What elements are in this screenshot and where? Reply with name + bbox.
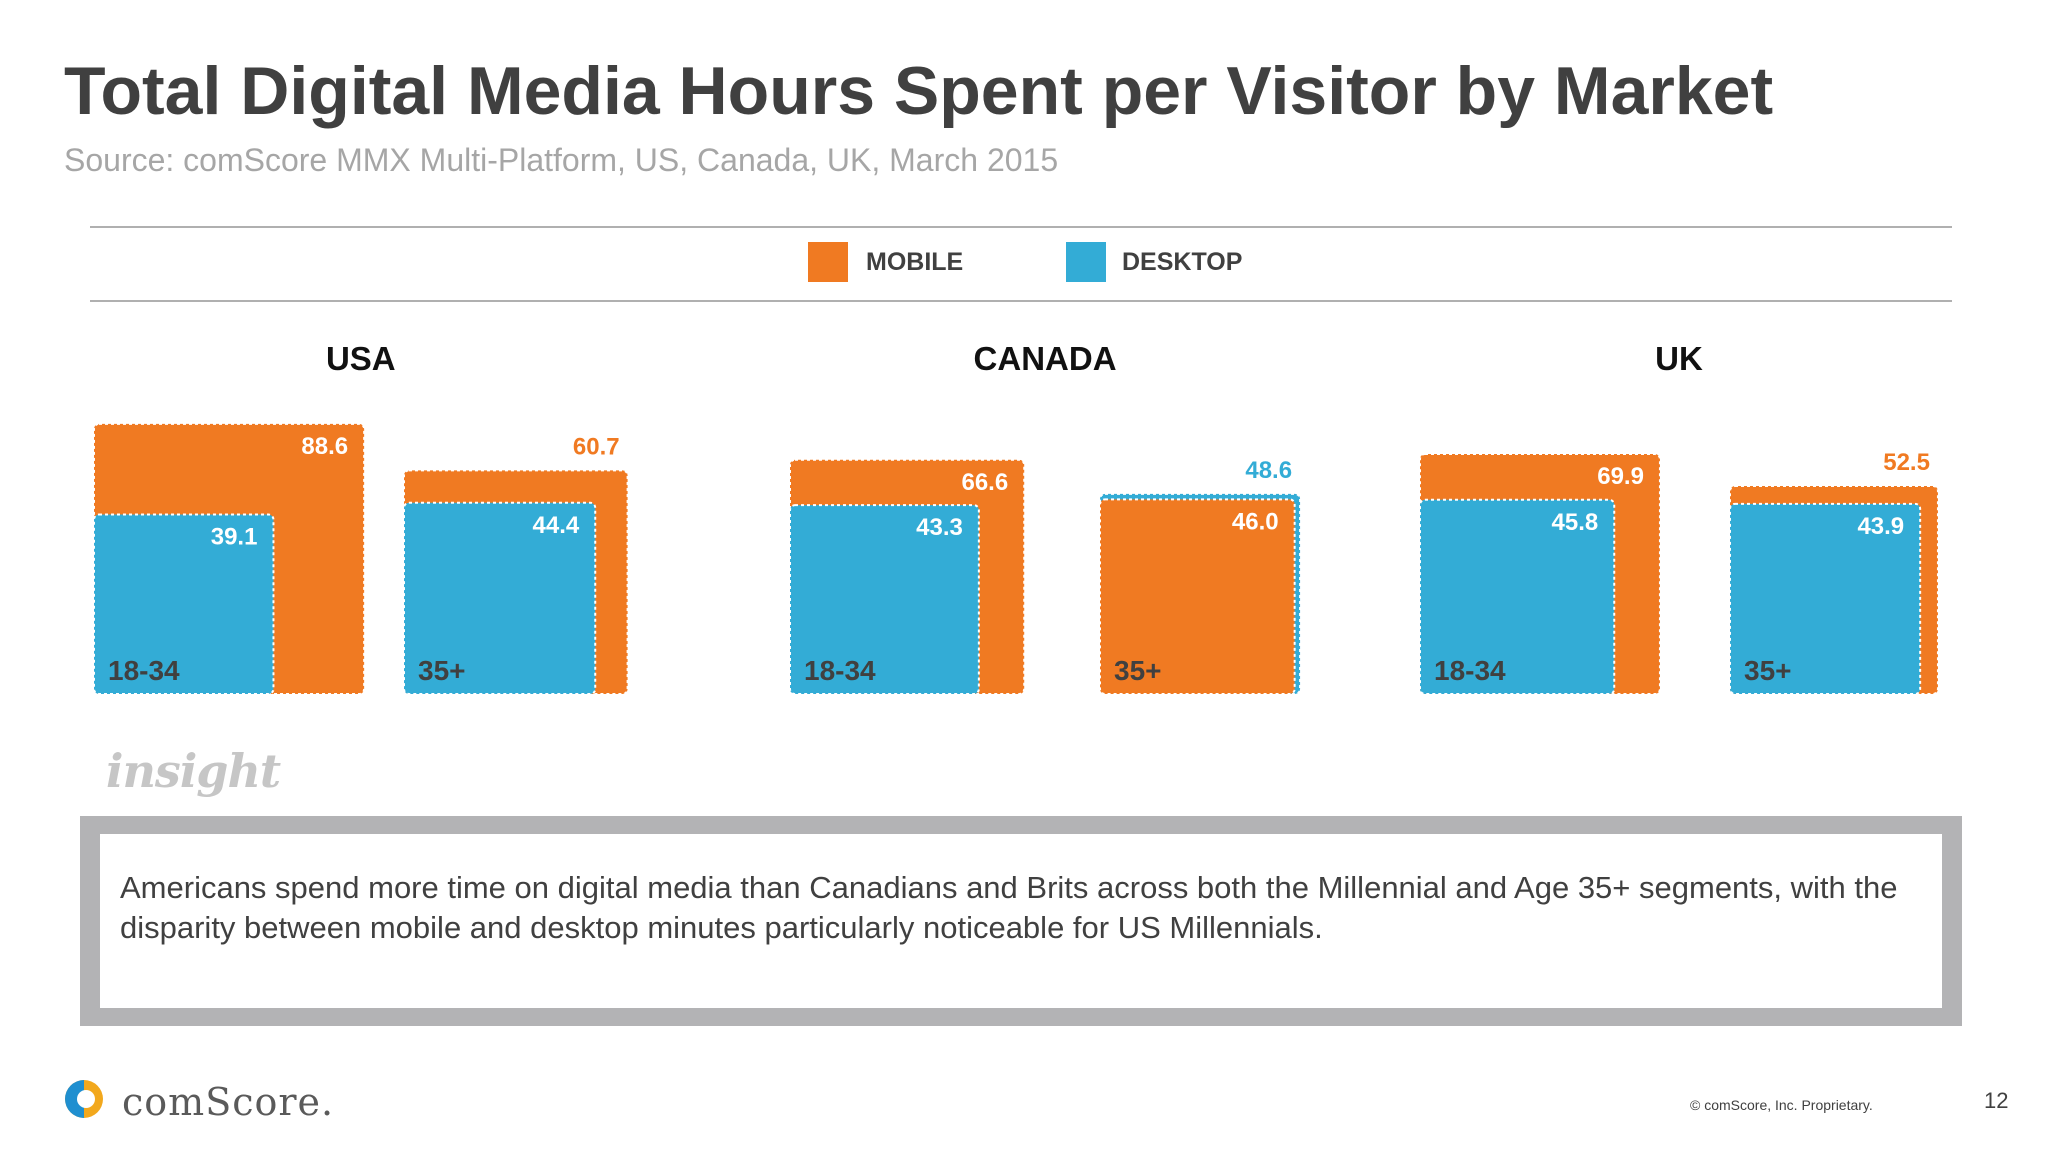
desktop-square-usa-35plus bbox=[403, 501, 597, 695]
mobile-value-canada-35plus: 46.0 bbox=[1232, 508, 1279, 535]
legend-mobile-label: MOBILE bbox=[866, 248, 964, 276]
segment-label-uk-35plus: 35+ bbox=[1744, 655, 1792, 686]
desktop-value-uk-35plus: 43.9 bbox=[1857, 513, 1904, 540]
legend-bottom-rule bbox=[90, 300, 1952, 302]
page-subtitle: Source: comScore MMX Multi-Platform, US,… bbox=[64, 142, 1059, 178]
insight-heading: insight bbox=[106, 744, 281, 798]
mobile-value-canada-18-34: 66.6 bbox=[961, 469, 1008, 496]
comscore-logo-icon bbox=[65, 1080, 103, 1118]
segment-label-canada-18-34: 18-34 bbox=[804, 655, 876, 686]
page-number: 12 bbox=[1984, 1088, 2009, 1113]
mobile-value-uk-18-34: 69.9 bbox=[1597, 463, 1644, 490]
desktop-square-uk-35plus bbox=[1729, 502, 1922, 695]
desktop-square-canada-18-34 bbox=[789, 504, 980, 695]
copyright-notice: © comScore, Inc. Proprietary. bbox=[1690, 1097, 1873, 1113]
desktop-value-uk-18-34: 45.8 bbox=[1552, 509, 1599, 536]
segment-label-canada-35plus: 35+ bbox=[1114, 655, 1162, 686]
legend-desktop-swatch bbox=[1066, 242, 1106, 282]
legend-mobile-swatch bbox=[808, 242, 848, 282]
insight-box: Americans spend more time on digital med… bbox=[80, 816, 1962, 1026]
desktop-value-canada-35plus: 48.6 bbox=[1245, 457, 1292, 484]
market-title-usa: USA bbox=[326, 340, 396, 377]
segment-label-usa-35plus: 35+ bbox=[418, 655, 466, 686]
mobile-value-usa-35plus: 60.7 bbox=[573, 433, 620, 460]
market-title-uk: UK bbox=[1655, 340, 1703, 377]
desktop-square-uk-18-34 bbox=[1419, 498, 1616, 695]
segment-label-usa-18-34: 18-34 bbox=[108, 655, 180, 686]
desktop-value-canada-18-34: 43.3 bbox=[916, 514, 963, 541]
desktop-value-usa-35plus: 44.4 bbox=[533, 512, 580, 539]
page-title: Total Digital Media Hours Spent per Visi… bbox=[64, 53, 1774, 129]
mobile-value-usa-18-34: 88.6 bbox=[301, 433, 348, 460]
mobile-square-canada-35plus bbox=[1099, 498, 1296, 696]
chart: USA 88.6 39.1 18-34 60.7 44.4 35+ CANADA 66.6 43.… bbox=[93, 340, 1939, 696]
comscore-logo-text: comScore. bbox=[122, 1080, 335, 1124]
chart-legend: MOBILE DESKTOP bbox=[808, 242, 1268, 282]
insight-text: Americans spend more time on digital med… bbox=[100, 834, 1942, 1008]
legend-desktop-label: DESKTOP bbox=[1122, 248, 1243, 276]
desktop-value-usa-18-34: 39.1 bbox=[211, 524, 258, 551]
legend-top-rule bbox=[90, 226, 1952, 228]
segment-label-uk-18-34: 18-34 bbox=[1434, 655, 1506, 686]
market-title-canada: CANADA bbox=[974, 340, 1117, 377]
mobile-value-uk-35plus: 52.5 bbox=[1883, 449, 1930, 476]
desktop-square-usa-18-34 bbox=[93, 513, 275, 696]
